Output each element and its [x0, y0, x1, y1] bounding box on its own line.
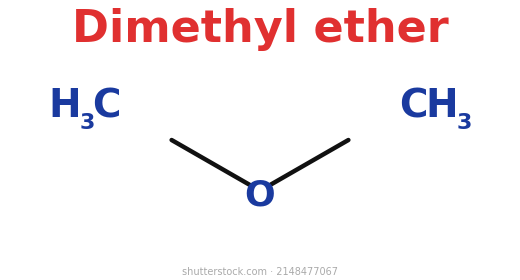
Text: Dimethyl ether: Dimethyl ether — [72, 8, 448, 52]
Text: 3: 3 — [456, 113, 472, 133]
Text: C: C — [93, 87, 121, 125]
Text: C: C — [399, 87, 427, 125]
Text: H: H — [49, 87, 81, 125]
Text: O: O — [244, 179, 276, 213]
Text: 3: 3 — [80, 113, 95, 133]
Text: H: H — [426, 87, 458, 125]
Text: shutterstock.com · 2148477067: shutterstock.com · 2148477067 — [182, 267, 338, 277]
